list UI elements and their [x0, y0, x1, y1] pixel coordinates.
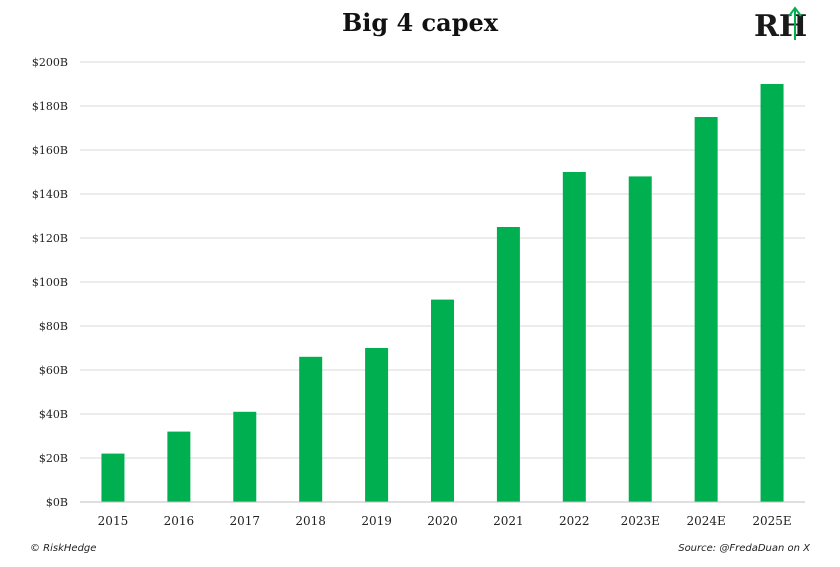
y-tick-label: $200B [32, 56, 68, 69]
bar [365, 348, 389, 502]
y-tick-label: $180B [32, 100, 68, 113]
x-tick-label: 2018 [295, 514, 326, 528]
bar [167, 431, 191, 502]
svg-text:RH: RH [754, 9, 807, 44]
x-tick-label: 2017 [229, 514, 260, 528]
bar [628, 176, 652, 502]
copyright-label: © RiskHedge [30, 543, 97, 554]
bar [431, 299, 454, 502]
x-tick-label: 2022 [559, 514, 590, 528]
x-tick-label: 2021 [493, 514, 524, 528]
y-tick-label: $100B [32, 276, 68, 289]
bar [101, 453, 125, 502]
y-tick-label: $60B [39, 364, 68, 377]
y-tick-label: $80B [39, 320, 68, 333]
bar [694, 117, 718, 502]
y-tick-label: $120B [32, 232, 68, 245]
bar [299, 356, 323, 502]
y-tick-label: $20B [39, 452, 68, 465]
x-tick-label: 2016 [164, 514, 195, 528]
riskhedge-logo: RH [752, 4, 812, 44]
x-tick-label: 2019 [361, 514, 392, 528]
chart-title: Big 4 capex [341, 8, 499, 37]
y-tick-label: $40B [39, 408, 68, 421]
bar [760, 84, 784, 502]
bar [496, 227, 520, 502]
source-label: Source: @FredaDuan on X [678, 543, 810, 554]
x-tick-label: 2020 [427, 514, 458, 528]
bar [562, 172, 586, 502]
y-tick-label: $0B [46, 496, 68, 509]
y-tick-label: $140B [32, 188, 68, 201]
x-tick-label: 2025E [752, 514, 791, 528]
bar [233, 411, 257, 502]
x-tick-label: 2023E [621, 514, 660, 528]
y-tick-label: $160B [32, 144, 68, 157]
x-tick-label: 2024E [686, 514, 725, 528]
x-tick-label: 2015 [98, 514, 129, 528]
